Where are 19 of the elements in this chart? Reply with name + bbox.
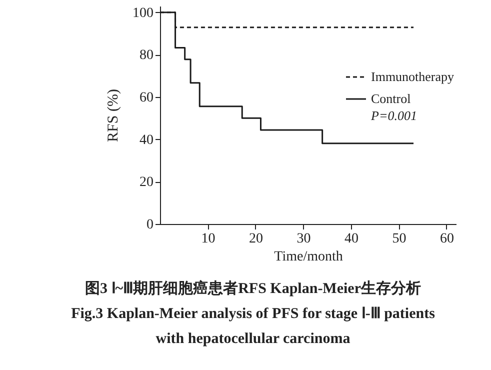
x-tick-label: 10 (201, 232, 216, 246)
x-axis-title: Time/month (274, 250, 343, 264)
legend-label: Immunotherapy (371, 69, 455, 84)
y-tick-label: 0 (146, 218, 154, 232)
y-tick-label: 40 (140, 132, 154, 148)
y-tick-label: 60 (140, 90, 154, 106)
x-tick-label: 60 (440, 232, 454, 246)
annotation: P=0.001 (370, 108, 417, 123)
y-axis-title: RFS (%) (106, 89, 122, 142)
y-tick-label: 20 (140, 175, 154, 190)
caption: Fig.3 Kaplan-Meier analysis of PFS for stage Ⅰ-Ⅲ patients with hepatocellular carcinoma (71, 306, 436, 347)
y-tick-label: 80 (140, 48, 154, 64)
caption: 图3 Ⅰ~Ⅲ期肝细胞癌患者RFS Kaplan-Meier生存分析 (85, 279, 421, 297)
y-tick-label: 100 (132, 6, 154, 21)
x-tick-label: 50 (392, 232, 406, 246)
x-tick-label: 40 (344, 232, 358, 246)
x-tick-label: 30 (296, 232, 311, 246)
x-tick-label: 20 (248, 232, 263, 246)
legend-label: Control (371, 91, 412, 106)
